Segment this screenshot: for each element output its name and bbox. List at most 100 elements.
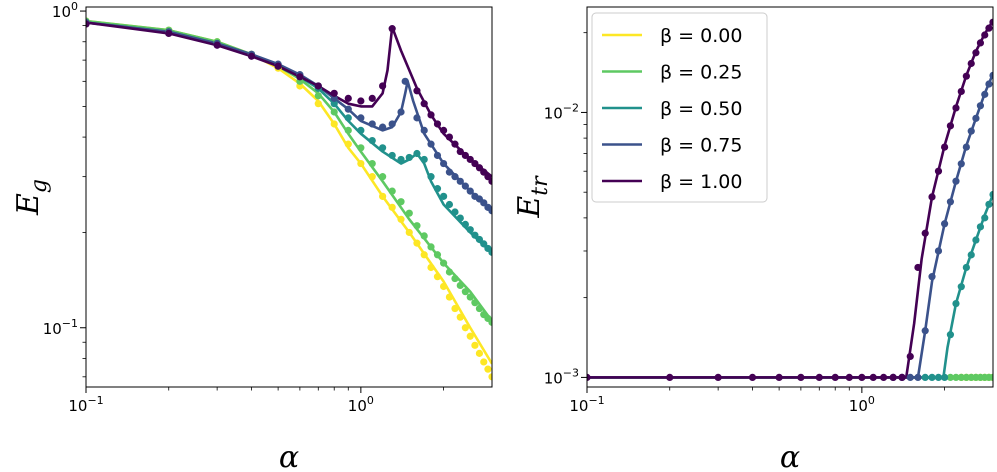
- data-point-s4-15: [427, 111, 435, 119]
- y-tick-label-base: 10: [544, 369, 563, 387]
- data-point-s0-13: [397, 215, 405, 223]
- data-point-s4-26: [976, 39, 985, 47]
- y-tick-label-base: 10: [43, 320, 62, 338]
- data-point-s2-20: [445, 200, 454, 209]
- data-point-s4-0: [587, 373, 591, 382]
- data-point-s1-8: [344, 126, 352, 134]
- data-point-s1-14: [405, 209, 413, 217]
- data-point-s4-2: [213, 41, 221, 49]
- data-point-s1-25: [471, 299, 479, 307]
- data-point-s3-23: [461, 182, 469, 190]
- data-point-s2-25: [471, 231, 479, 239]
- data-point-s0-11: [379, 192, 387, 200]
- data-point-s4-23: [471, 159, 479, 168]
- data-point-s0-23: [461, 324, 469, 332]
- y-tick-label: 10−1: [43, 317, 78, 338]
- data-point-s4-21: [952, 104, 960, 112]
- data-point-s4-11: [880, 373, 888, 382]
- data-point-s4-14: [906, 352, 914, 361]
- data-point-s4-9: [858, 373, 866, 382]
- data-point-s4-22: [957, 87, 965, 96]
- data-point-s4-22: [466, 155, 474, 164]
- data-point-s1-29: [488, 318, 492, 326]
- data-point-s4-24: [967, 59, 975, 68]
- data-point-s4-6: [314, 82, 322, 90]
- data-point-s1-18: [433, 251, 442, 259]
- data-point-s2-29: [488, 248, 492, 256]
- data-point-s4-4: [775, 373, 783, 382]
- data-point-s2-1: [928, 373, 936, 382]
- data-point-s3-20: [445, 168, 454, 176]
- y-tick-label-exp: −3: [563, 366, 579, 379]
- data-point-s3-13: [397, 108, 405, 116]
- data-point-s4-27: [488, 177, 492, 185]
- x-tick-label: 100: [849, 394, 875, 415]
- data-point-s2-16: [420, 155, 428, 164]
- data-point-s2-7: [962, 263, 970, 272]
- data-point-s1-10: [368, 159, 376, 168]
- y-tick-label-base: 10: [52, 3, 71, 21]
- x-axis-label: α: [279, 440, 299, 472]
- data-point-s0-28: [484, 365, 492, 373]
- data-point-s2-17: [427, 173, 435, 181]
- plot-area: [587, 18, 993, 382]
- data-point-s4-7: [831, 373, 839, 382]
- data-point-s3-4: [921, 327, 929, 335]
- data-point-s1-20: [445, 268, 454, 276]
- data-point-s4-12: [388, 25, 396, 33]
- data-point-s3-10: [957, 160, 965, 168]
- data-point-s2-10: [368, 136, 376, 145]
- data-point-s3-17: [989, 71, 993, 79]
- data-point-s4-5: [296, 73, 304, 81]
- data-point-s3-27: [480, 199, 488, 207]
- data-point-s3-10: [368, 120, 376, 128]
- data-point-s0-14: [405, 228, 413, 237]
- data-point-s1-19: [440, 259, 448, 267]
- data-point-s0-24: [466, 332, 474, 340]
- data-point-s4-14: [420, 100, 428, 108]
- data-point-s2-5: [952, 299, 960, 308]
- data-point-s0-17: [427, 263, 435, 272]
- data-point-s3-16: [420, 126, 428, 134]
- data-point-s0-26: [475, 349, 484, 357]
- data-point-s3-12: [388, 120, 396, 128]
- x-tick-label: 100: [348, 394, 374, 415]
- legend-box: [591, 12, 768, 203]
- data-point-s3-19: [440, 159, 448, 168]
- data-point-s4-5: [797, 373, 805, 382]
- data-point-s4-8: [845, 373, 853, 382]
- data-point-s4-8: [344, 94, 352, 102]
- data-point-s2-13: [989, 190, 993, 199]
- data-point-s1-9: [989, 373, 993, 382]
- data-point-s0-8: [344, 140, 352, 148]
- data-point-s0-10: [368, 173, 376, 181]
- data-point-s4-19: [941, 143, 949, 151]
- data-point-s2-3: [941, 373, 949, 382]
- data-point-s4-17: [440, 126, 448, 134]
- data-point-s2-4: [946, 331, 955, 339]
- data-point-s3-18: [433, 151, 442, 160]
- data-point-s2-18: [433, 185, 442, 193]
- data-point-s4-20: [946, 122, 955, 130]
- data-point-s4-1: [666, 373, 674, 382]
- y-axis-label: Etr: [512, 175, 553, 219]
- data-point-s4-28: [985, 24, 993, 32]
- data-point-s3-7: [941, 220, 949, 228]
- data-point-s0-25: [471, 341, 479, 349]
- data-point-s3-6: [934, 247, 943, 255]
- data-point-s0-7: [330, 120, 338, 128]
- data-point-s4-3: [748, 373, 757, 382]
- data-point-s4-15: [914, 263, 922, 272]
- data-point-s0-20: [445, 293, 454, 301]
- data-point-s1-11: [379, 173, 387, 181]
- x-axis-label: α: [780, 440, 800, 472]
- data-point-s0-15: [413, 239, 421, 247]
- series-line-4: [86, 21, 492, 178]
- data-point-s1-13: [397, 198, 405, 206]
- x-tick-label: 10−1: [569, 394, 604, 415]
- data-point-s4-3: [247, 52, 256, 60]
- data-point-s3-3: [914, 373, 922, 382]
- data-point-s1-9: [357, 144, 365, 152]
- data-point-s0-18: [433, 273, 442, 281]
